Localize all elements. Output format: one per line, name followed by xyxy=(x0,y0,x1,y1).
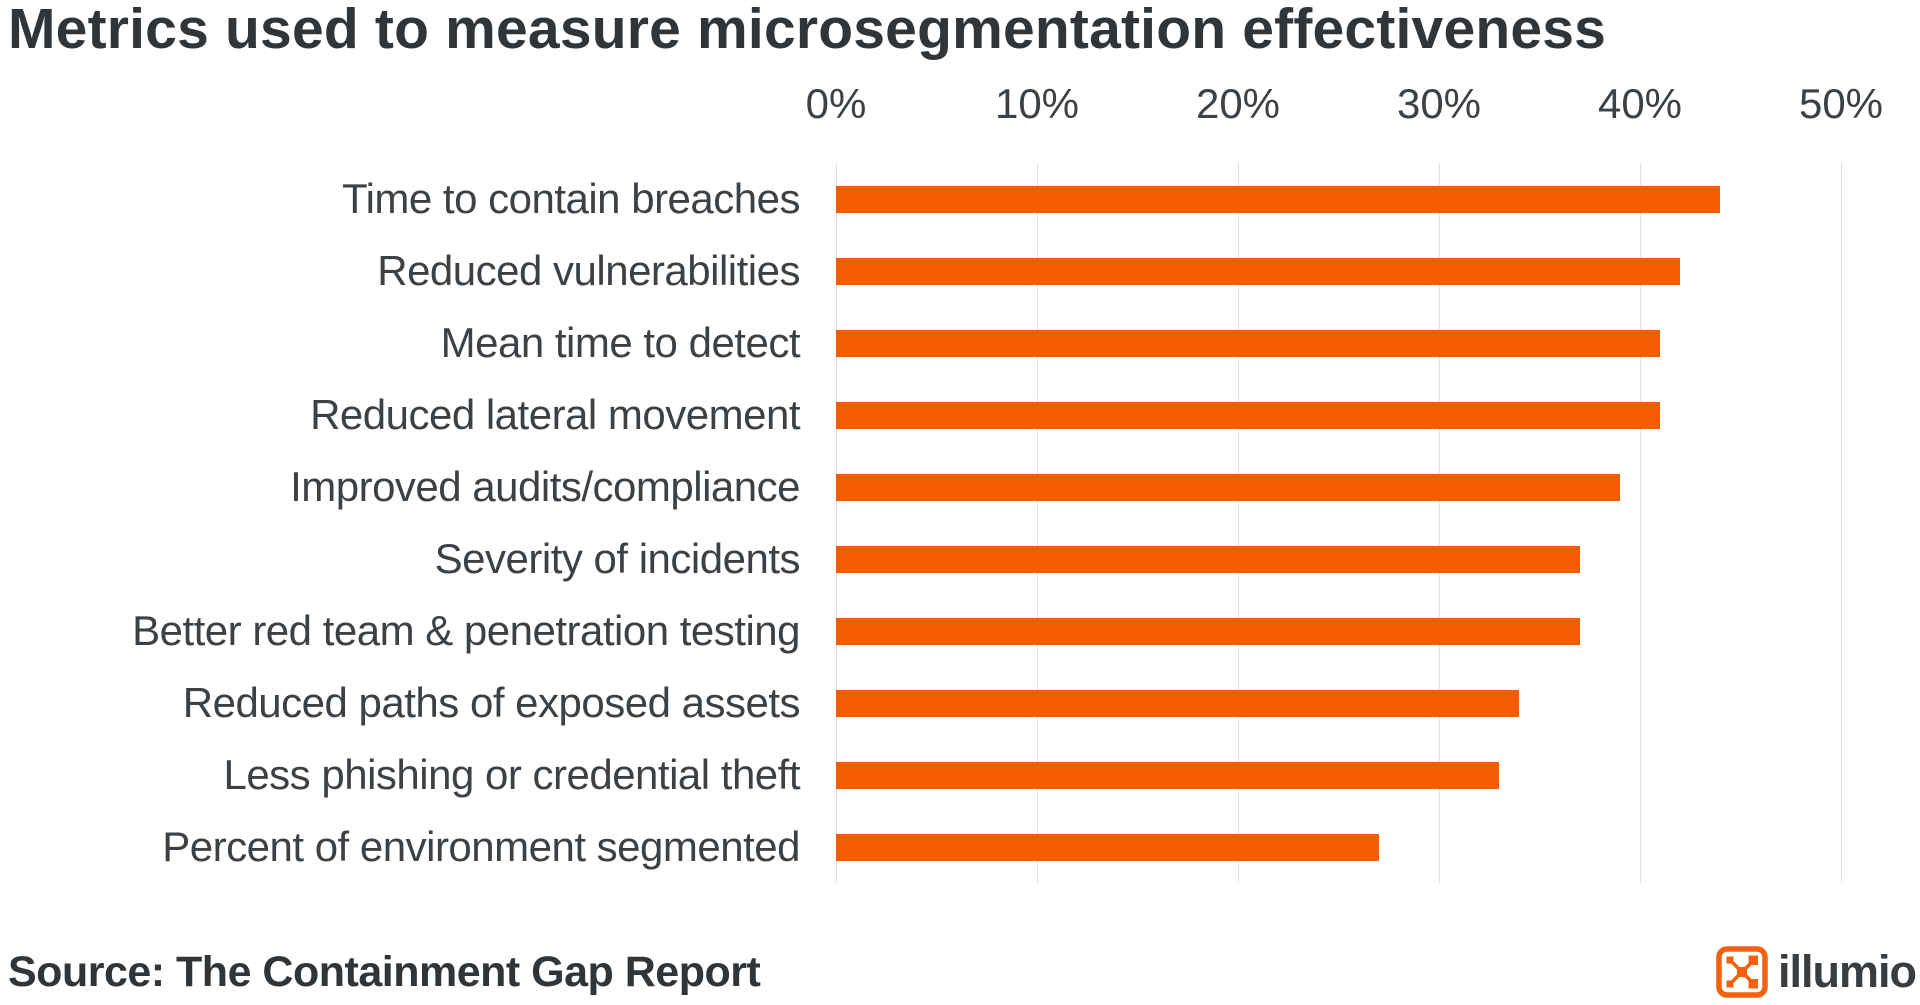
illumio-logo-text: illumio xyxy=(1778,946,1917,997)
x-axis-tick-label: 30% xyxy=(1396,80,1482,127)
category-label: Mean time to detect xyxy=(440,319,801,366)
bar-7 xyxy=(836,617,1580,645)
source-note: Source: The Containment Gap Report xyxy=(8,948,761,996)
category-label: Severity of incidents xyxy=(434,535,801,582)
x-axis-tick-label: 40% xyxy=(1597,80,1683,127)
x-axis-tick-label: 0% xyxy=(805,80,867,127)
bar-1 xyxy=(836,185,1721,213)
category-label: Reduced vulnerabilities xyxy=(377,247,800,294)
category-label: Time to contain breaches xyxy=(341,175,801,222)
bar-6 xyxy=(836,545,1580,573)
chart-title: Metrics used to measure microsegmentatio… xyxy=(8,0,1607,61)
category-label: Improved audits/compliance xyxy=(290,463,800,510)
x-axis-tick-label: 50% xyxy=(1798,80,1884,127)
x-axis-tick-label: 20% xyxy=(1195,80,1281,127)
category-label: Better red team & penetration testing xyxy=(132,607,800,654)
x-axis-tick-label: 10% xyxy=(994,80,1080,127)
gridline xyxy=(1439,163,1440,883)
gridline xyxy=(836,163,837,883)
gridline xyxy=(1037,163,1038,883)
gridline xyxy=(1841,163,1842,883)
bar-4 xyxy=(836,401,1661,429)
bar-9 xyxy=(836,761,1500,789)
bar-3 xyxy=(836,329,1661,357)
category-label: Reduced lateral movement xyxy=(310,391,800,438)
bar-2 xyxy=(836,257,1681,285)
bar-10 xyxy=(836,833,1379,861)
gridline xyxy=(1640,163,1641,883)
illumio-x-mark-icon xyxy=(1716,946,1768,998)
bar-8 xyxy=(836,689,1520,717)
gridline xyxy=(1238,163,1239,883)
category-label: Reduced paths of exposed assets xyxy=(182,679,801,726)
category-label: Percent of environment segmented xyxy=(162,823,800,870)
category-label: Less phishing or credential theft xyxy=(223,751,800,798)
illumio-logo: illumio xyxy=(1716,942,1917,1002)
bar-5 xyxy=(836,473,1620,501)
